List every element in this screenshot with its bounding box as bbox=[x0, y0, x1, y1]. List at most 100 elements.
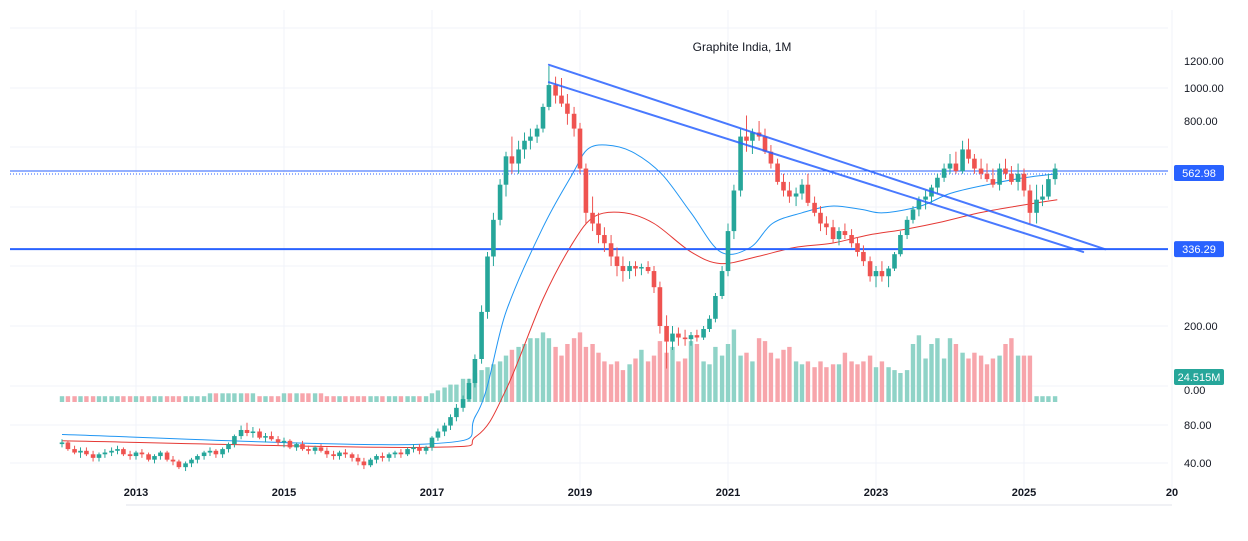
volume-bar bbox=[324, 396, 330, 402]
volume-bar bbox=[244, 393, 250, 402]
last-price-tag: 562.98 bbox=[1182, 168, 1216, 180]
volume-bar bbox=[491, 364, 496, 402]
candle-body bbox=[707, 318, 712, 329]
volume-bar bbox=[411, 396, 416, 402]
candle-body bbox=[195, 456, 200, 460]
volume-bar bbox=[756, 338, 762, 402]
candle-body bbox=[152, 456, 157, 460]
candle-body bbox=[904, 219, 910, 236]
candle-body bbox=[213, 450, 219, 455]
volume-bar bbox=[189, 396, 194, 402]
candle-body bbox=[873, 271, 879, 277]
trendline[interactable] bbox=[547, 63, 1107, 251]
volume-bar bbox=[497, 361, 503, 402]
volume-bar bbox=[361, 396, 367, 402]
volume-bar bbox=[257, 396, 262, 402]
volume-bar bbox=[96, 396, 102, 402]
time-axis[interactable]: 2013 2015 2017 2019 2021 2023 2025 20 bbox=[124, 487, 1178, 499]
candle-body bbox=[571, 113, 577, 129]
volume-bar bbox=[972, 352, 977, 402]
candle-body bbox=[596, 223, 601, 236]
candle-body bbox=[170, 459, 176, 462]
volume-bar bbox=[886, 367, 891, 402]
candle-body bbox=[275, 439, 281, 443]
volume-bar bbox=[879, 361, 885, 402]
candle-body bbox=[1015, 173, 1021, 182]
volume-bar bbox=[121, 396, 126, 402]
grid-lines bbox=[10, 10, 1173, 500]
candle-body bbox=[750, 132, 755, 141]
candle-body bbox=[664, 326, 669, 342]
candle-body bbox=[701, 328, 706, 338]
candle-body bbox=[849, 235, 854, 244]
volume-bar bbox=[331, 396, 336, 402]
candle-body bbox=[220, 449, 225, 455]
candle-body bbox=[984, 173, 990, 180]
candle-body bbox=[164, 452, 170, 460]
volume-bar bbox=[744, 352, 749, 402]
candle-body bbox=[583, 168, 589, 213]
candle-body bbox=[947, 163, 953, 169]
candle-body bbox=[972, 158, 977, 169]
candle-body bbox=[522, 140, 527, 150]
price-tick-label: 1000.00 bbox=[1184, 83, 1224, 95]
volume-bar bbox=[78, 396, 83, 402]
candle-body bbox=[257, 431, 262, 438]
volume-bar bbox=[935, 338, 940, 402]
candle-body bbox=[645, 267, 651, 272]
volume-bar bbox=[614, 361, 620, 402]
candle-body bbox=[978, 168, 984, 174]
candle-body bbox=[294, 444, 299, 448]
volume-tag-bg bbox=[1174, 369, 1224, 385]
volume-bar bbox=[984, 364, 990, 402]
horizontal-levels[interactable] bbox=[10, 170, 1168, 251]
volume-bar bbox=[842, 352, 848, 402]
volume-bar bbox=[762, 341, 768, 402]
candle-body bbox=[731, 190, 737, 232]
volume-bar bbox=[207, 393, 213, 402]
candle-body bbox=[281, 440, 287, 443]
candle-body bbox=[830, 227, 836, 240]
volume-bar bbox=[805, 361, 811, 402]
volume-bar bbox=[109, 396, 114, 402]
candle-body bbox=[744, 136, 749, 141]
candle-body bbox=[1040, 196, 1045, 200]
volume-bar bbox=[139, 396, 145, 402]
volume-bar bbox=[220, 393, 225, 402]
volume-bar bbox=[176, 396, 182, 402]
volume-bar bbox=[1009, 338, 1014, 402]
candle-body bbox=[392, 452, 398, 455]
volume-bar bbox=[904, 370, 910, 402]
volume-bar bbox=[738, 355, 743, 402]
volume-bar bbox=[59, 396, 65, 402]
candle-body bbox=[627, 266, 632, 272]
volume-bar bbox=[645, 361, 651, 402]
candle-body bbox=[331, 454, 336, 457]
candle-body bbox=[337, 452, 342, 457]
volume-bar bbox=[929, 344, 934, 402]
time-tick-label: 2013 bbox=[124, 487, 148, 499]
volume-bar bbox=[238, 393, 244, 402]
trendlines[interactable] bbox=[547, 63, 1107, 253]
candle-body bbox=[534, 128, 540, 137]
volume-tag: 24.515M bbox=[1178, 372, 1221, 384]
candle-body bbox=[460, 399, 466, 408]
candle-body bbox=[682, 337, 688, 340]
price-axis[interactable]: 1200.00 1000.00 800.00 200.00 80.00 40.00 0.00 bbox=[1184, 56, 1224, 470]
volume-bar bbox=[170, 396, 176, 402]
volume-bar bbox=[1034, 396, 1039, 402]
volume-bar bbox=[164, 396, 170, 402]
candle-body bbox=[411, 447, 416, 450]
volume-bar bbox=[127, 396, 133, 402]
candle-body bbox=[577, 128, 583, 169]
support-price-tag: 336.29 bbox=[1182, 244, 1216, 256]
candle-body bbox=[263, 436, 268, 438]
candle-body bbox=[158, 452, 163, 457]
volume-bar bbox=[300, 393, 305, 402]
volume-bar bbox=[1046, 396, 1051, 402]
volume-bar bbox=[528, 338, 533, 402]
candle-body bbox=[651, 271, 657, 288]
trendline[interactable] bbox=[547, 81, 1085, 253]
candle-body bbox=[898, 235, 903, 255]
